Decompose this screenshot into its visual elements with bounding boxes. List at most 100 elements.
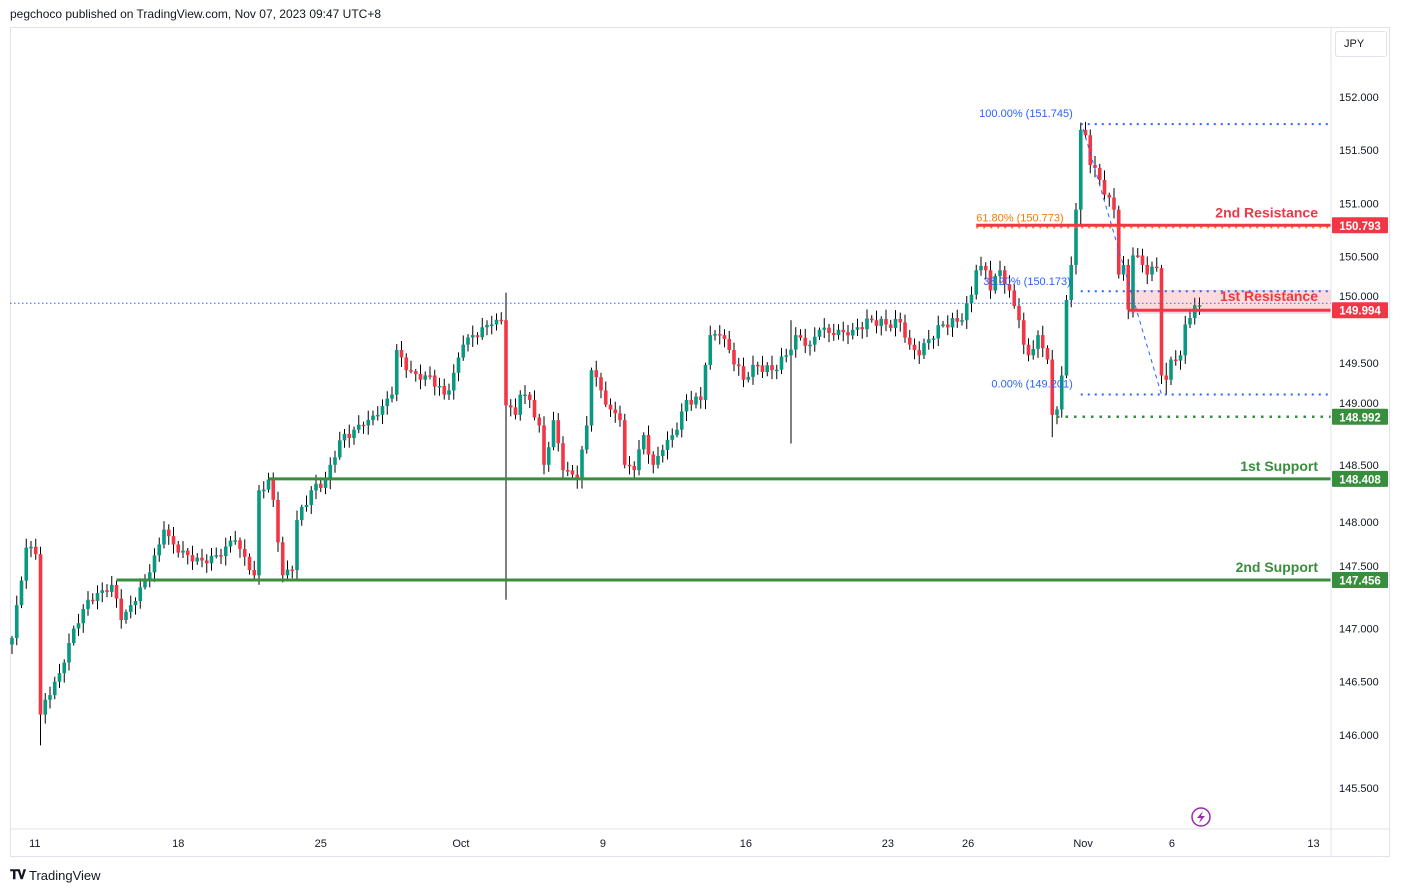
- candle[interactable]: [1102, 170, 1107, 200]
- candle[interactable]: [480, 317, 485, 340]
- candle[interactable]: [124, 609, 128, 624]
- candle[interactable]: [380, 399, 385, 425]
- candle[interactable]: [461, 335, 466, 361]
- candle[interactable]: [1169, 356, 1173, 385]
- candle[interactable]: [114, 580, 119, 608]
- candle[interactable]: [466, 334, 470, 352]
- candle[interactable]: [698, 386, 703, 409]
- candle[interactable]: [789, 320, 793, 444]
- candle[interactable]: [1045, 345, 1050, 364]
- candle[interactable]: [1173, 350, 1178, 366]
- candle[interactable]: [679, 403, 684, 438]
- candle[interactable]: [926, 329, 931, 350]
- candle[interactable]: [1183, 315, 1188, 364]
- candle[interactable]: [1159, 264, 1164, 385]
- candle[interactable]: [233, 530, 238, 545]
- candle[interactable]: [537, 413, 542, 433]
- candle[interactable]: [190, 545, 195, 570]
- candle[interactable]: [732, 342, 736, 372]
- candle[interactable]: [846, 324, 850, 345]
- candle[interactable]: [1154, 257, 1159, 272]
- candle[interactable]: [171, 527, 176, 554]
- candle[interactable]: [437, 377, 442, 396]
- candle[interactable]: [898, 312, 903, 332]
- candle[interactable]: [532, 390, 537, 421]
- candle[interactable]: [1017, 298, 1021, 329]
- candle[interactable]: [347, 424, 352, 448]
- candle[interactable]: [855, 318, 860, 336]
- candle[interactable]: [713, 329, 717, 341]
- candle[interactable]: [257, 485, 261, 585]
- candle[interactable]: [152, 548, 157, 582]
- candle[interactable]: [504, 292, 508, 600]
- candle[interactable]: [52, 676, 57, 700]
- candle[interactable]: [960, 313, 964, 326]
- candle[interactable]: [722, 329, 727, 348]
- candle[interactable]: [1150, 261, 1154, 282]
- candle[interactable]: [907, 329, 912, 350]
- candle[interactable]: [494, 313, 499, 331]
- candle[interactable]: [556, 413, 561, 452]
- candle[interactable]: [204, 554, 209, 573]
- candle[interactable]: [138, 578, 143, 609]
- candle[interactable]: [1031, 340, 1036, 360]
- candle[interactable]: [551, 411, 556, 451]
- candle[interactable]: [442, 378, 447, 400]
- candle[interactable]: [1055, 406, 1059, 425]
- candle[interactable]: [38, 546, 43, 746]
- candle[interactable]: [29, 541, 33, 558]
- candle[interactable]: [599, 372, 603, 399]
- candle[interactable]: [793, 327, 798, 358]
- candle[interactable]: [176, 540, 181, 558]
- candle[interactable]: [741, 357, 746, 388]
- candle[interactable]: [831, 323, 836, 341]
- candle[interactable]: [703, 362, 708, 410]
- candle[interactable]: [784, 348, 789, 363]
- candle[interactable]: [409, 360, 413, 374]
- candle[interactable]: [974, 264, 979, 300]
- candle[interactable]: [1178, 350, 1183, 370]
- candle[interactable]: [432, 369, 437, 396]
- candle[interactable]: [998, 260, 1002, 283]
- candle[interactable]: [869, 315, 874, 323]
- candle[interactable]: [1050, 349, 1055, 438]
- candle[interactable]: [546, 441, 551, 472]
- candle[interactable]: [561, 436, 565, 480]
- candle[interactable]: [1021, 312, 1026, 355]
- candle[interactable]: [366, 410, 371, 435]
- candle[interactable]: [86, 591, 90, 616]
- candle[interactable]: [684, 394, 689, 421]
- candle[interactable]: [822, 318, 827, 339]
- candle[interactable]: [689, 390, 694, 411]
- candle[interactable]: [760, 355, 765, 378]
- candle[interactable]: [371, 410, 375, 426]
- candle[interactable]: [67, 633, 71, 671]
- candle[interactable]: [304, 495, 309, 512]
- candle[interactable]: [632, 461, 637, 480]
- candle[interactable]: [295, 510, 299, 580]
- candle[interactable]: [162, 521, 166, 549]
- candle[interactable]: [803, 328, 808, 354]
- candle[interactable]: [1093, 156, 1097, 178]
- candle[interactable]: [755, 361, 760, 375]
- candle[interactable]: [656, 446, 660, 469]
- candle[interactable]: [323, 471, 328, 495]
- candle[interactable]: [523, 385, 527, 405]
- candle[interactable]: [694, 392, 698, 409]
- candle[interactable]: [1069, 256, 1074, 308]
- candle[interactable]: [261, 481, 266, 499]
- candle[interactable]: [736, 357, 741, 376]
- candle[interactable]: [717, 325, 722, 345]
- candle[interactable]: [1188, 311, 1192, 329]
- candle[interactable]: [290, 565, 295, 579]
- candle[interactable]: [1078, 122, 1083, 225]
- candle[interactable]: [143, 574, 147, 590]
- candle[interactable]: [665, 431, 670, 460]
- candle[interactable]: [708, 325, 713, 370]
- candle[interactable]: [903, 314, 907, 343]
- candle[interactable]: [817, 327, 822, 340]
- candle[interactable]: [1164, 362, 1169, 395]
- candle[interactable]: [62, 659, 67, 683]
- candle[interactable]: [1121, 255, 1126, 281]
- candle[interactable]: [675, 422, 679, 438]
